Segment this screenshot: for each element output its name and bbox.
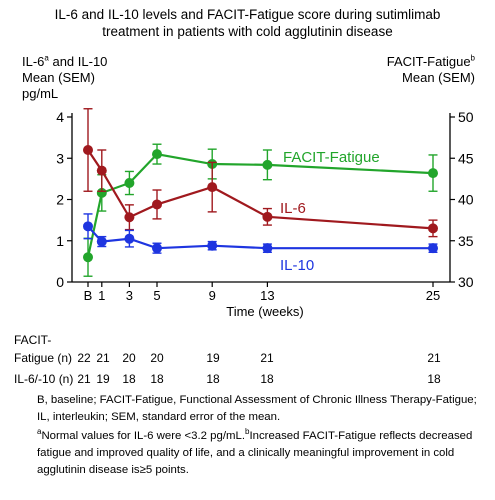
series-label-facit-fatigue: FACIT-Fatigue [283, 149, 380, 166]
n-row-facit-value: 21 [260, 351, 274, 365]
left-axis-title-line-2: Mean (SEM) [22, 70, 95, 85]
chart-title: IL-6 and IL-10 levels and FACIT-Fatigue … [0, 6, 495, 40]
right-y-tick-label: 50 [458, 109, 474, 125]
footnotes: B, baseline; FACIT-Fatigue, Functional A… [37, 392, 477, 479]
left-axis-title-sup: a [44, 53, 49, 63]
n-row-il-value: 18 [260, 372, 274, 386]
facit-fatigue-point [262, 159, 273, 170]
x-tick-label: 5 [153, 288, 160, 303]
x-tick-label: 1 [98, 288, 105, 303]
right-y-tick-label: 40 [458, 192, 474, 208]
footnote-sup-a: a [37, 427, 42, 437]
n-row-il-value: 18 [206, 372, 220, 386]
il-10-point [96, 236, 107, 247]
n-row-il-value: 19 [96, 372, 110, 386]
il-10-point [124, 233, 135, 244]
n-row-il-label: IL-6/-10 (n) [14, 372, 73, 386]
il-10-line [87, 225, 433, 250]
left-axis-title-il6: IL-6 [22, 54, 45, 69]
chart-title-line-2: treatment in patients with cold agglutin… [102, 24, 393, 39]
n-row-facit-value: 20 [150, 351, 164, 365]
footnote-il6-normal: Normal values for IL-6 were <3.2 pg/mL. [41, 430, 245, 442]
x-tick-label: 3 [126, 288, 133, 303]
il-10-point [262, 243, 273, 254]
il-10-point [152, 243, 162, 254]
x-tick-label: B [84, 288, 93, 303]
footnote-facit-meaning: Increased FACIT-Fatigue reflects decreas… [37, 430, 473, 476]
left-axis-unit: pg/mL [22, 86, 59, 101]
il-6-point [152, 199, 162, 210]
il-6-point [207, 182, 218, 193]
right-axis-title-line-2: Mean (SEM) [402, 70, 475, 85]
x-tick-label: 25 [426, 288, 440, 303]
right-axis-title-facit: FACIT-Fatigue [386, 54, 471, 69]
il-10-point [428, 243, 438, 254]
x-tick-label: 13 [260, 288, 274, 303]
right-axis-title-sup: b [470, 53, 475, 63]
left-y-tick-label: 4 [56, 109, 64, 125]
right-axis-title: FACIT-Fatigueb Mean (SEM) [387, 54, 475, 86]
n-row-il-value: 18 [427, 372, 441, 386]
right-y-tick-label: 30 [458, 274, 474, 290]
facit-fatigue-point [152, 149, 162, 160]
series-label-il-6: IL-6 [280, 200, 306, 217]
il-6-point [96, 165, 107, 176]
left-y-tick-label: 1 [56, 233, 64, 249]
left-axis-title-il10: and IL-10 [48, 54, 108, 69]
footnote-notes: aNormal values for IL-6 were <3.2 pg/mL.… [37, 428, 477, 479]
n-row-facit-value: 21 [96, 351, 110, 365]
il-6-point [428, 223, 438, 234]
x-tick-label: 9 [209, 288, 216, 303]
facit-fatigue-point [83, 252, 93, 263]
right-y-tick-label: 45 [458, 150, 474, 166]
il-6-point [124, 212, 135, 223]
il-6-point [262, 211, 273, 222]
left-y-tick-label: 2 [56, 192, 64, 208]
n-row-facit-value: 22 [77, 351, 91, 365]
facit-fatigue-point [428, 168, 438, 179]
n-row-facit-label-line-2: Fatigue (n) [14, 351, 72, 365]
left-y-tick-label: 3 [56, 150, 64, 166]
facit-fatigue-point [124, 178, 135, 188]
n-row-facit-value: 19 [206, 351, 220, 365]
right-y-tick-label: 35 [458, 233, 474, 249]
n-row-il-value: 18 [122, 372, 136, 386]
il-10-point [83, 221, 93, 232]
facit-fatigue-point [96, 187, 107, 198]
left-axis-title-line-1: IL-6a and IL-10 [22, 54, 107, 70]
series-label-il-10: IL-10 [280, 257, 314, 274]
il-10-point [207, 240, 218, 251]
n-row-il-value: 18 [150, 372, 164, 386]
il-6-line [87, 149, 434, 230]
left-axis-title: IL-6a and IL-10 Mean (SEM) pg/mL [22, 54, 107, 102]
n-row-facit-label-line-1: FACIT- [14, 333, 51, 347]
footnote-abbreviations: B, baseline; FACIT-Fatigue, Functional A… [37, 394, 477, 423]
chart-title-line-1: IL-6 and IL-10 levels and FACIT-Fatigue … [54, 7, 441, 22]
n-row-il-value: 21 [77, 372, 91, 386]
right-axis-title-line-1: FACIT-Fatigueb [387, 54, 475, 70]
il-6-point [83, 145, 93, 155]
left-y-tick-label: 0 [56, 274, 64, 290]
n-row-facit-value: 20 [122, 351, 136, 365]
footnote-sup-b: b [245, 427, 250, 437]
n-row-facit-value: 21 [427, 351, 441, 365]
x-axis-title: Time (weeks) [226, 304, 304, 319]
